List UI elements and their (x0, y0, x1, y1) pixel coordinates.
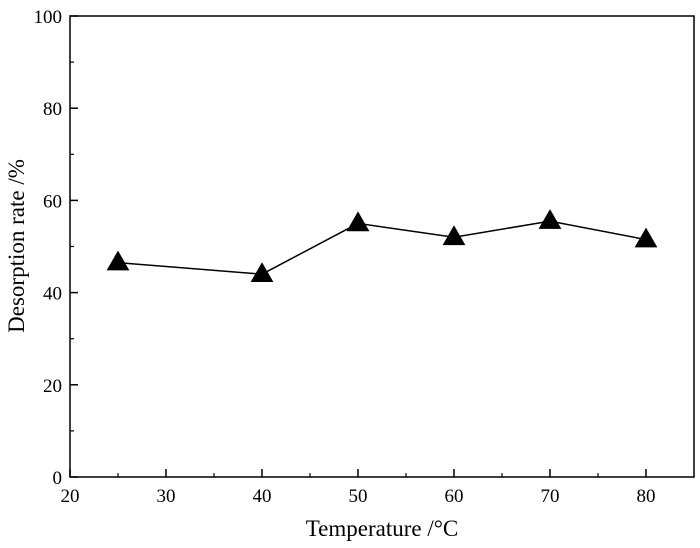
data-point-triangle (538, 209, 562, 229)
y-axis-title: Desorption rate /% (4, 159, 29, 333)
series-layer (106, 209, 658, 282)
x-tick-label: 80 (637, 486, 656, 507)
data-point-triangle (346, 211, 370, 232)
y-axis-ticks: 0 20 40 60 80 100 (34, 7, 78, 489)
data-point-triangle (634, 227, 658, 248)
y-tick-label: 40 (43, 284, 62, 305)
x-tick-label: 60 (445, 486, 464, 507)
y-tick-label: 20 (43, 376, 62, 397)
x-tick-label: 70 (541, 486, 560, 507)
y-tick-label: 80 (43, 99, 62, 120)
series-line (117, 220, 647, 275)
y-tick-label: 100 (34, 7, 63, 28)
x-axis-ticks: 20 30 40 50 60 70 80 (61, 469, 656, 507)
y-tick-label: 60 (43, 191, 62, 212)
y-tick-label: 0 (53, 468, 63, 489)
x-tick-label: 40 (253, 486, 272, 507)
plot-area-frame (69, 15, 695, 478)
data-point-triangle (442, 225, 466, 246)
data-point-triangle (250, 262, 274, 282)
data-point-triangle (106, 250, 130, 271)
x-tick-label: 20 (61, 486, 80, 507)
x-tick-label: 50 (349, 486, 368, 507)
x-axis-title: Temperature /°C (306, 516, 459, 541)
x-tick-label: 30 (157, 486, 176, 507)
